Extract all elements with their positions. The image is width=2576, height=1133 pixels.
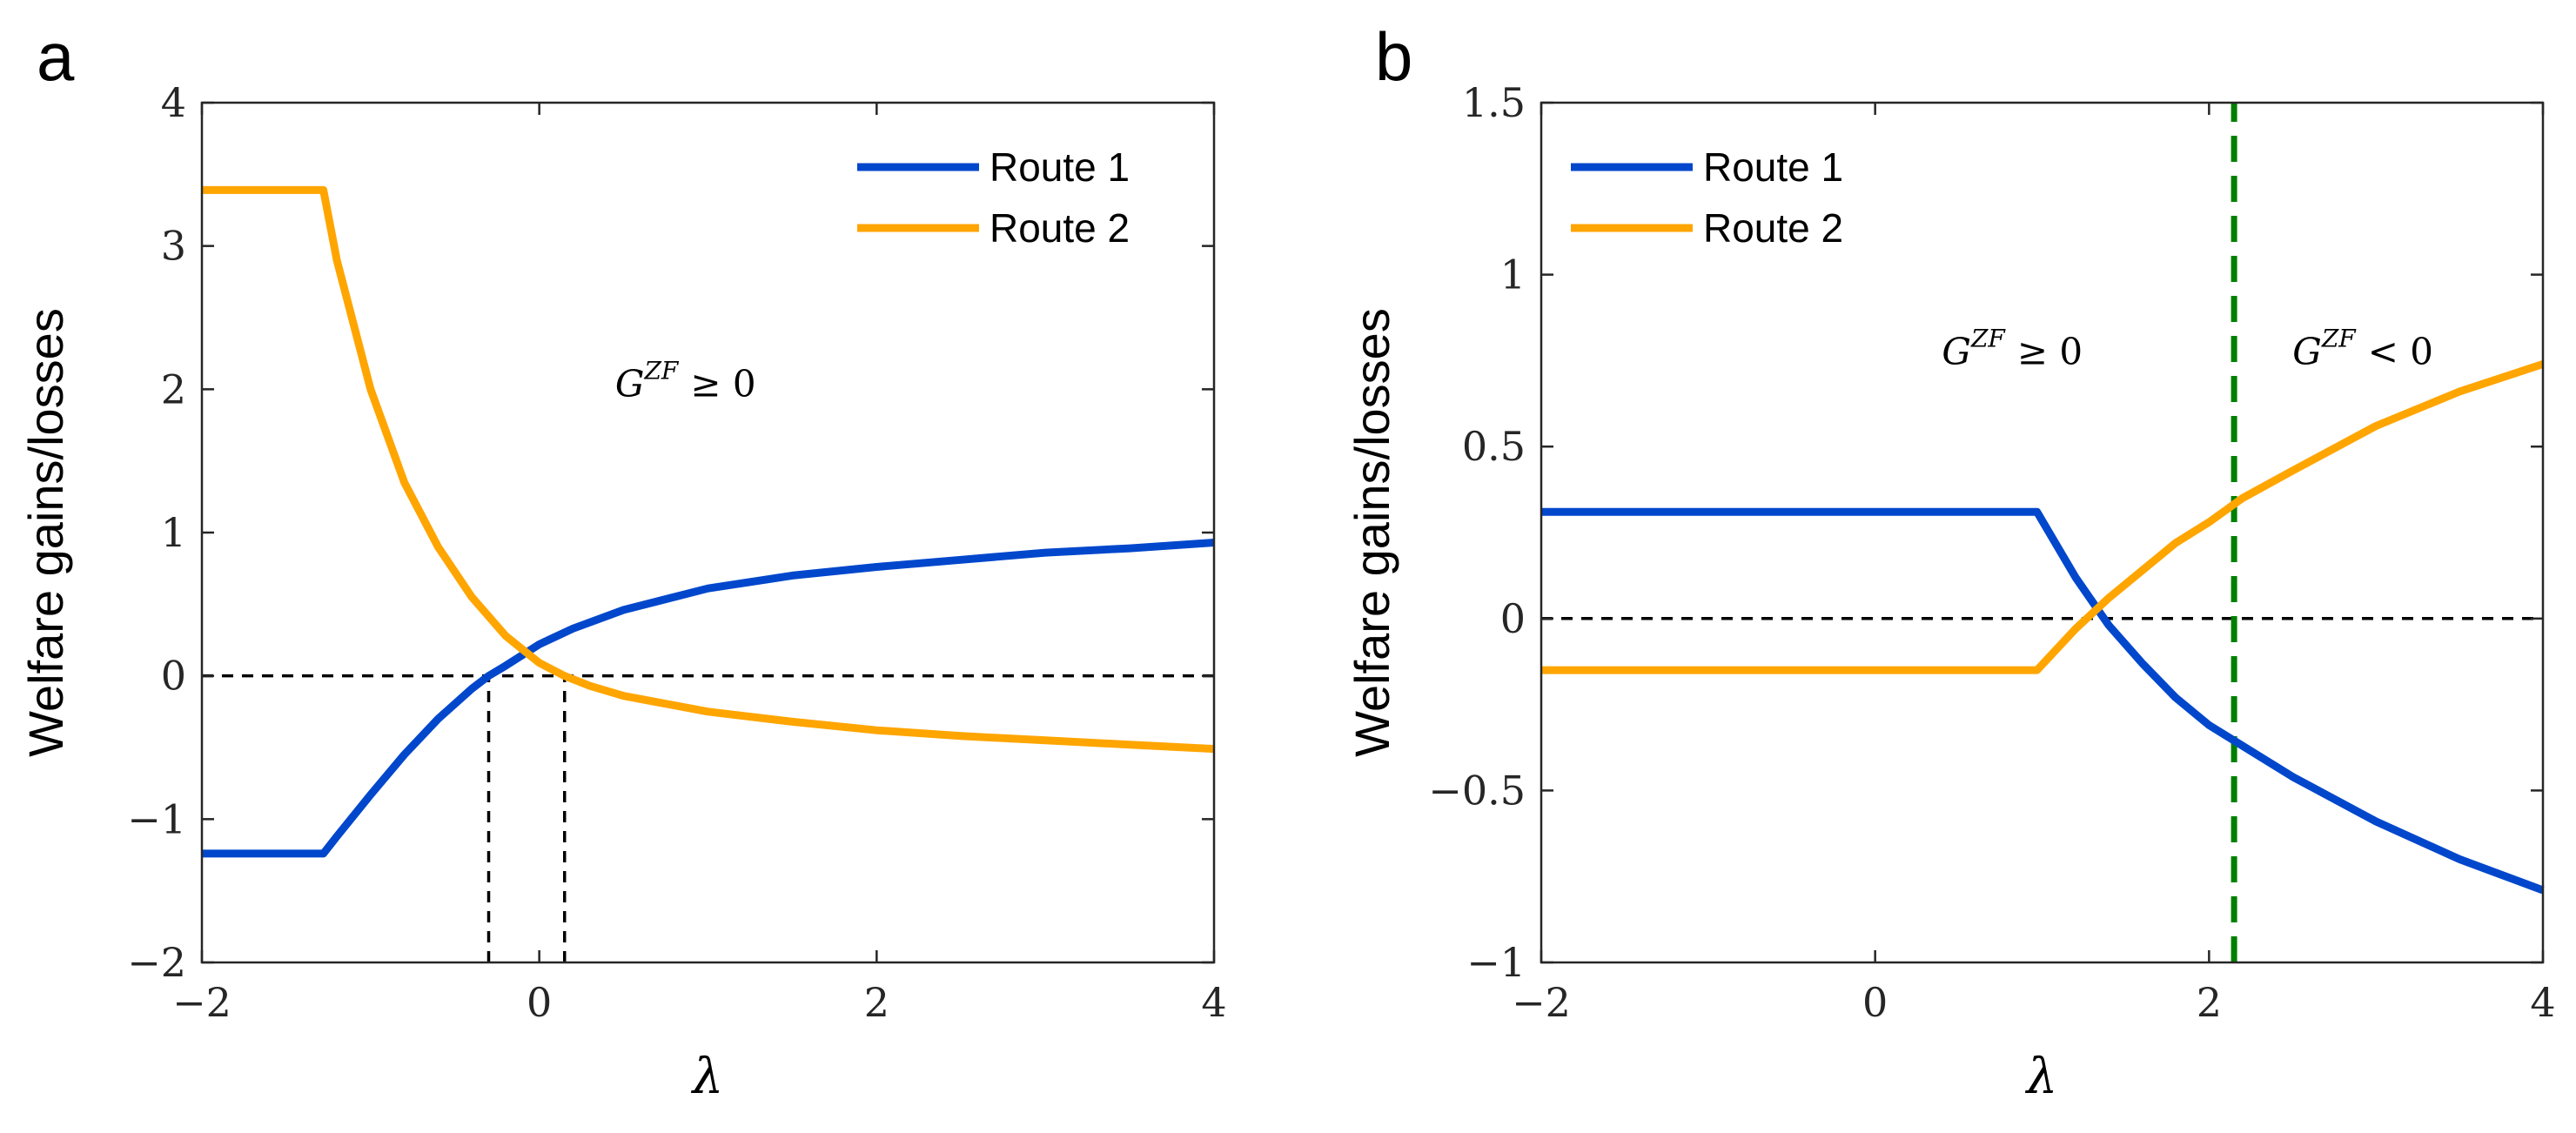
y-axis-label: Welfare gains/losses	[1345, 308, 1399, 757]
annotation-0: GZF ≥ 0	[615, 357, 756, 406]
annotation-superscript: ZF	[2321, 324, 2357, 352]
x-tick-label: 0	[1862, 979, 1888, 1026]
legend-label-1: Route 1	[1703, 144, 1843, 190]
y-tick-label: 1.5	[1462, 79, 1526, 126]
legend-label-1: Route 1	[989, 144, 1130, 190]
x-tick-label: 2	[2197, 979, 2222, 1026]
annotation-relation: < 0	[2368, 330, 2433, 372]
series-line-route-2	[1541, 360, 2545, 674]
y-tick-label: −1	[1466, 939, 1526, 986]
series-line-route-1	[1541, 507, 2545, 895]
series-line-route-1	[202, 539, 1215, 858]
y-tick-label: −1	[127, 795, 186, 842]
annotation-superscript: ZF	[643, 357, 679, 385]
panel-a-label: a	[37, 18, 75, 95]
x-axis-label: λ	[691, 1049, 724, 1105]
annotation-base: G	[2292, 330, 2322, 372]
x-tick-label: 4	[2530, 979, 2555, 1026]
legend: Route 1 Route 2	[857, 144, 1130, 251]
annotation-base: G	[1942, 330, 1971, 372]
x-tick-label: 0	[527, 979, 552, 1026]
y-tick-label: 4	[161, 79, 186, 126]
y-tick-label: 3	[161, 223, 186, 270]
x-tick-label: −2	[172, 979, 231, 1026]
legend: Route 1 Route 2	[1571, 144, 1843, 251]
panel-b: −2 0 2 4 −1 −0.5 0 0.5 1 1.5 λ Welfare gains/losses…	[1345, 79, 2556, 1105]
y-tick-label: 2	[161, 365, 186, 412]
y-tick-label: 1	[161, 509, 186, 556]
legend-label-2: Route 2	[989, 205, 1130, 251]
panel-b-label: b	[1375, 18, 1412, 95]
panel-a: −2 0 2 4 −2 −1 0 1 2 3 4 λ Welfare gains/losses Route…	[18, 79, 1227, 1105]
annotation-relation: ≥ 0	[2017, 330, 2083, 372]
y-tick-label: −0.5	[1428, 767, 1526, 814]
annotation-base: G	[615, 363, 645, 406]
y-tick-label: −2	[127, 939, 186, 986]
annotation-relation: ≥ 0	[690, 363, 755, 406]
x-axis-label: λ	[2025, 1049, 2058, 1105]
annotation-1: GZF < 0	[2292, 324, 2433, 372]
x-tick-label: −2	[1512, 979, 1571, 1026]
x-tick-label: 2	[864, 979, 889, 1026]
y-tick-label: 1	[1500, 251, 1526, 298]
x-tick-label: 4	[1201, 979, 1226, 1026]
y-tick-label: 0	[1500, 595, 1526, 642]
plot-frame	[1540, 101, 2545, 964]
series-line-route-2	[202, 185, 1215, 754]
y-axis-label: Welfare gains/losses	[18, 308, 73, 757]
y-tick-label: 0	[161, 653, 186, 700]
annotation-superscript: ZF	[1970, 324, 2006, 352]
y-tick-label: 0.5	[1462, 423, 1526, 470]
annotation-0: GZF ≥ 0	[1942, 324, 2083, 372]
legend-label-2: Route 2	[1703, 205, 1843, 251]
